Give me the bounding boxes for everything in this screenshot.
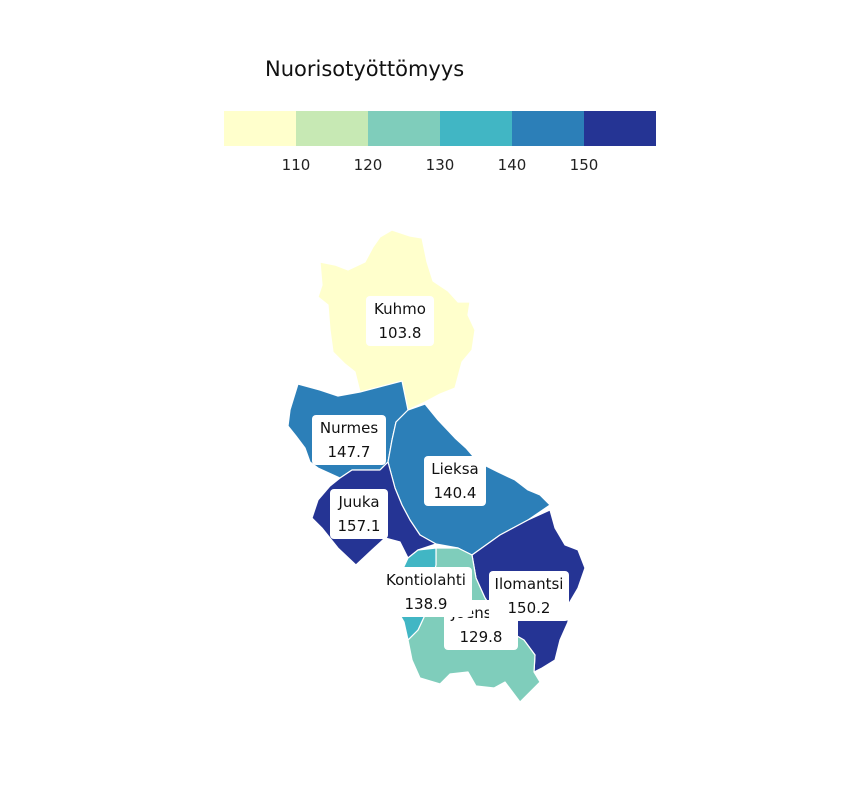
legend-swatch-0 <box>224 111 296 146</box>
legend: Nuorisotyöttömyys 110 120 130 140 150 <box>224 57 656 174</box>
label-name: Ilomantsi <box>495 575 564 593</box>
label-value: 129.8 <box>460 628 503 646</box>
label-name: Juuka <box>337 493 379 511</box>
label-value: 140.4 <box>434 484 477 502</box>
legend-title: Nuorisotyöttömyys <box>265 57 464 81</box>
label-name: Nurmes <box>320 419 378 437</box>
label-lieksa: Lieksa 140.4 <box>424 456 486 506</box>
label-kuhmo: Kuhmo 103.8 <box>366 296 434 346</box>
label-box <box>424 456 486 506</box>
label-box <box>366 296 434 346</box>
label-kontiolahti: Kontiolahti 138.9 <box>380 567 472 617</box>
legend-swatch-4 <box>512 111 584 146</box>
legend-tick-140: 140 <box>498 156 527 174</box>
legend-tick-120: 120 <box>354 156 383 174</box>
label-box <box>312 415 386 465</box>
label-nurmes: Nurmes 147.7 <box>312 415 386 465</box>
label-value: 157.1 <box>338 517 381 535</box>
label-value: 147.7 <box>328 443 371 461</box>
region-labels: Kuhmo 103.8 Nurmes 147.7 Lieksa 140.4 Ju… <box>312 296 569 650</box>
label-value: 138.9 <box>405 595 448 613</box>
label-box <box>330 489 388 539</box>
legend-swatch-3 <box>440 111 512 146</box>
label-value: 103.8 <box>379 324 422 342</box>
legend-swatch-2 <box>368 111 440 146</box>
legend-tick-110: 110 <box>282 156 311 174</box>
legend-tick-130: 130 <box>426 156 455 174</box>
label-value: 150.2 <box>508 599 551 617</box>
label-name: Lieksa <box>431 460 478 478</box>
label-name: Kuhmo <box>374 300 426 318</box>
legend-tick-150: 150 <box>570 156 599 174</box>
legend-swatch-1 <box>296 111 368 146</box>
label-box <box>489 571 569 621</box>
label-ilomantsi: Ilomantsi 150.2 <box>489 571 569 621</box>
label-name: Kontiolahti <box>386 571 466 589</box>
legend-swatch-5 <box>584 111 656 146</box>
label-box <box>380 567 472 617</box>
label-juuka: Juuka 157.1 <box>330 489 388 539</box>
